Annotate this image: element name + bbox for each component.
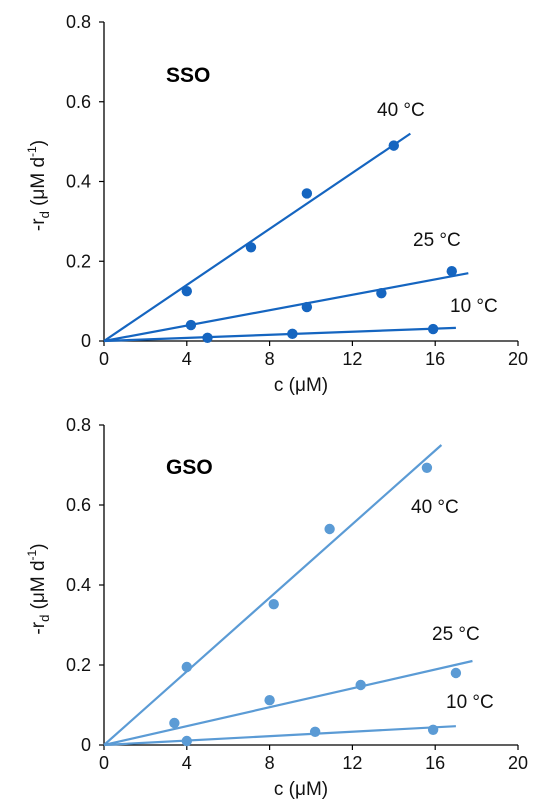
y-axis-label-unit: (μM d bbox=[28, 157, 49, 211]
x-tick-label: 20 bbox=[508, 753, 528, 773]
fit-line bbox=[103, 132, 411, 342]
y-tick-label: 0.2 bbox=[66, 251, 91, 271]
x-tick-label: 8 bbox=[265, 753, 275, 773]
data-point bbox=[202, 332, 213, 344]
y-axis-label-close: ) bbox=[28, 140, 49, 146]
x-tick-label: 0 bbox=[99, 753, 109, 773]
data-point bbox=[450, 667, 462, 679]
y-tick-label: 0.8 bbox=[66, 12, 91, 32]
data-point bbox=[427, 323, 439, 335]
data-point bbox=[181, 285, 192, 297]
x-axis-label-unit: μM bbox=[295, 375, 322, 396]
data-point bbox=[264, 695, 275, 706]
x-tick-label: 16 bbox=[425, 753, 445, 773]
series-25c: 25 °C bbox=[103, 624, 480, 747]
data-point bbox=[287, 328, 298, 340]
y-tick-label: 0 bbox=[81, 735, 91, 755]
fit-line bbox=[103, 659, 473, 747]
x-tick-label: 8 bbox=[265, 349, 275, 369]
data-point bbox=[181, 661, 192, 673]
series-label: 40 °C bbox=[377, 100, 425, 121]
data-point bbox=[388, 140, 399, 151]
data-point bbox=[421, 462, 433, 473]
series-label: 25 °C bbox=[432, 624, 480, 645]
data-point bbox=[268, 599, 279, 610]
x-axis-label-close: ) bbox=[322, 779, 328, 800]
fit-line bbox=[103, 725, 456, 747]
y-axis-label-sub: d bbox=[37, 615, 52, 622]
series-label: 10 °C bbox=[446, 692, 494, 713]
data-point bbox=[355, 679, 366, 691]
y-axis-label-sup: -1 bbox=[25, 146, 39, 157]
fit-line bbox=[103, 326, 456, 343]
y-axis-label-sub: d bbox=[37, 211, 52, 218]
series-10c: 10 °C bbox=[103, 296, 498, 344]
series-label: 25 °C bbox=[413, 230, 461, 251]
fit-line bbox=[103, 272, 469, 343]
fit-line bbox=[103, 444, 443, 746]
y-axis-label-sup: -1 bbox=[25, 549, 39, 560]
y-axis-label-unit: (μM d bbox=[28, 560, 49, 614]
y-tick-label: 0.8 bbox=[66, 415, 91, 435]
data-point bbox=[301, 301, 313, 313]
series-25c: 25 °C bbox=[103, 230, 469, 343]
y-axis-label: -rd (μM d-1) bbox=[25, 543, 52, 634]
x-axis-label-text: c ( bbox=[274, 375, 296, 396]
y-axis-label-close: ) bbox=[28, 543, 49, 549]
panel-title: SSO bbox=[166, 64, 210, 87]
series-40c: 40 °C bbox=[103, 100, 425, 342]
panel-title: GSO bbox=[166, 456, 213, 479]
x-axis-label-unit: μM bbox=[295, 779, 322, 800]
x-tick-label: 4 bbox=[182, 349, 192, 369]
series-40c: 40 °C bbox=[103, 444, 459, 746]
y-axis-label-text: -r bbox=[28, 621, 49, 634]
data-point bbox=[324, 523, 335, 535]
x-axis-label: c (μM) bbox=[274, 375, 328, 396]
data-point bbox=[245, 242, 257, 253]
y-axis-label: -rd (μM d-1) bbox=[25, 140, 52, 231]
x-axis-label-text: c ( bbox=[274, 779, 296, 800]
series-10c: 10 °C bbox=[103, 692, 494, 747]
x-tick-label: 20 bbox=[508, 349, 528, 369]
data-point bbox=[309, 726, 321, 737]
series-label: 40 °C bbox=[411, 497, 459, 518]
x-axis-label: c (μM) bbox=[274, 779, 328, 800]
data-point bbox=[427, 724, 439, 735]
y-tick-label: 0 bbox=[81, 331, 91, 351]
series-label: 10 °C bbox=[450, 296, 498, 317]
data-point bbox=[181, 735, 192, 747]
y-tick-label: 0.4 bbox=[66, 575, 91, 595]
y-tick-label: 0.6 bbox=[66, 92, 91, 112]
data-point bbox=[169, 717, 180, 729]
x-tick-label: 4 bbox=[182, 753, 192, 773]
y-tick-label: 0.2 bbox=[66, 655, 91, 675]
y-tick-label: 0.4 bbox=[66, 172, 91, 192]
y-axis-label-text: -r bbox=[28, 218, 49, 231]
data-point bbox=[376, 287, 387, 299]
x-tick-label: 16 bbox=[425, 349, 445, 369]
data-point bbox=[301, 188, 313, 199]
x-tick-label: 0 bbox=[99, 349, 109, 369]
y-tick-label: 0.6 bbox=[66, 495, 91, 515]
x-tick-label: 12 bbox=[342, 753, 362, 773]
x-tick-label: 12 bbox=[342, 349, 362, 369]
x-axis-label-close: ) bbox=[322, 375, 328, 396]
data-point bbox=[446, 266, 457, 277]
data-point bbox=[185, 319, 197, 331]
